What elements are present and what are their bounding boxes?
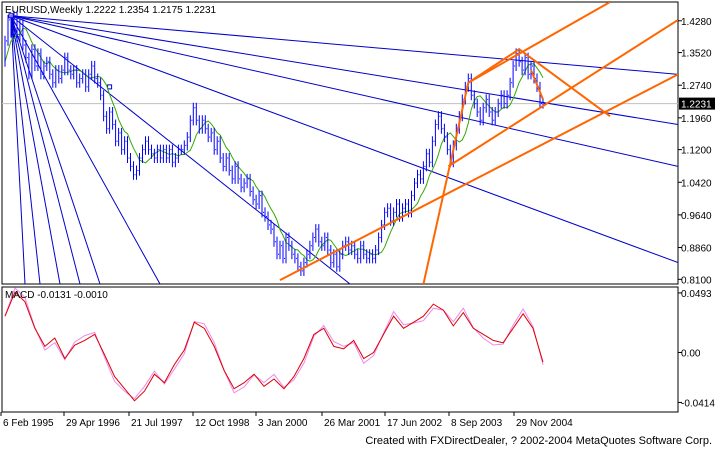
macd-main-line [4,287,544,400]
x-tick-label: 3 Jan 2000 [258,418,308,429]
x-tick-label: 12 Oct 1998 [195,418,250,429]
chart-header: EURUSD,Weekly 1.2222 1.2354 1.2175 1.223… [5,5,217,16]
gann-fan-line [10,15,81,284]
pitchfork-line [447,19,678,168]
macd-y-tick-label: 0.0493 [681,289,712,300]
pitchfork-line [518,48,611,117]
gann-fan-line [10,15,678,264]
y-tick-label: 0.8860 [681,244,712,255]
y-tick-label: 0.8100 [681,275,712,286]
y-tick-label: 1.0420 [681,178,712,189]
x-tick-label: 8 Sep 2003 [451,418,503,429]
y-tick-label: 0.9640 [681,211,712,222]
gann-fan-line [10,15,678,75]
gann-fan-line [10,15,678,126]
current-price-label: 1.2231 [681,100,712,111]
gann-fan-line [10,15,61,284]
footer-text: Created with FXDirectDealer, ? 2002-2004… [365,435,712,447]
price-bars [4,10,545,276]
macd-signal-line [4,291,544,402]
x-tick-label: 29 Nov 2004 [516,418,573,429]
y-tick-label: 1.2740 [681,81,712,92]
gann-fan-line [10,15,26,284]
main-plot-frame [1,1,679,285]
macd-y-tick-label: -0.0414 [681,398,715,409]
y-tick-label: 1.1960 [681,114,712,125]
macd-y-tick-label: 0.00 [681,348,701,359]
y-tick-label: 1.4280 [681,17,712,28]
gann-fan-line [10,15,678,167]
pitchfork-line [467,48,520,84]
main-plot-area [2,2,678,284]
y-tick-label: 1.3520 [681,49,712,60]
macd-plot-area [4,287,544,402]
x-tick-label: 29 Apr 1996 [66,418,120,429]
x-tick-label: 6 Feb 1995 [3,418,54,429]
pitchfork-line [467,2,611,84]
x-tick-label: 21 Jul 1997 [131,418,183,429]
y-tick-label: 1.1200 [681,146,712,157]
gann-fan-line [10,15,161,284]
footer: Created with FXDirectDealer, ? 2002-2004… [0,433,718,450]
current-price-box [679,97,715,110]
pitchfork-line [422,82,470,284]
pitchfork-line [530,69,544,100]
macd-plot-frame [1,286,679,413]
macd-title: MACD -0.0131 -0.0010 [5,290,108,301]
chart-canvas[interactable]: EURUSD,Weekly 1.2222 1.2354 1.2175 1.223… [0,0,722,434]
x-tick-label: 26 Mar 2001 [324,418,381,429]
gann-fan-line [10,15,41,284]
fan-anchor-handle [107,84,113,90]
pitchfork-line [279,73,678,282]
x-tick-label: 17 Jun 2002 [387,418,442,429]
